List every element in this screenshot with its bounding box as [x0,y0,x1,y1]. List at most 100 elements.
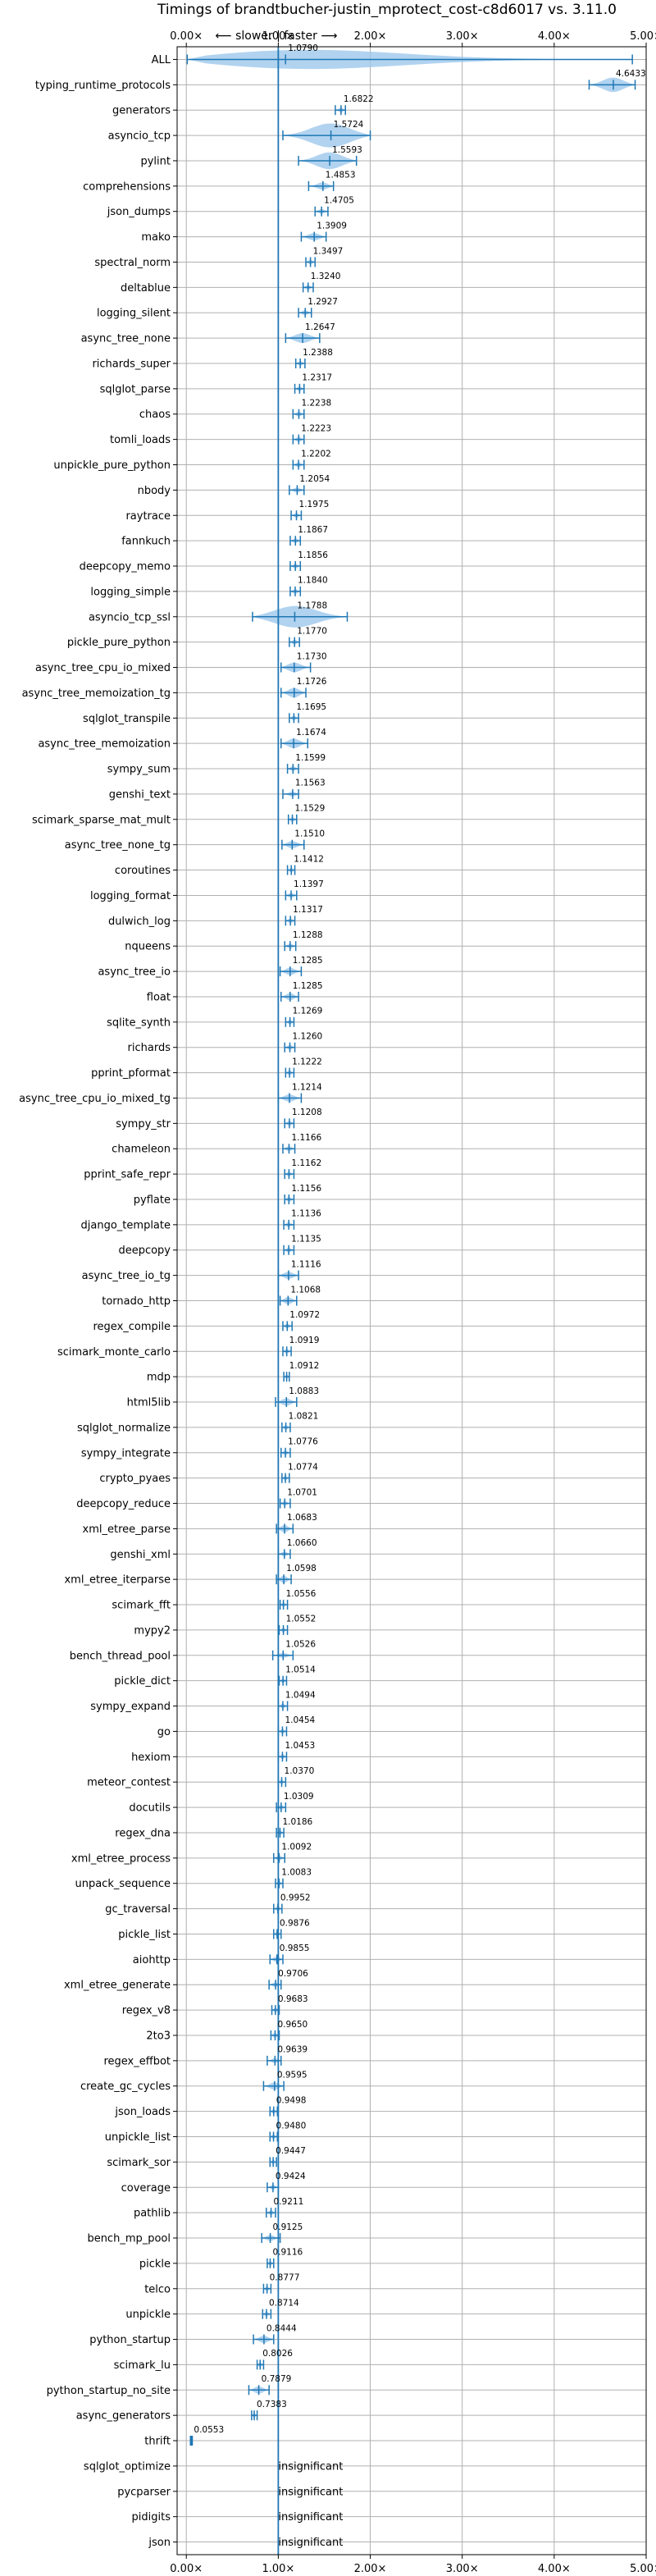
category-label: typing_runtime_protocols [35,80,171,92]
category-label: sqlglot_parse [100,383,171,395]
value-label: 1.5593 [332,145,362,155]
value-label: 1.1674 [296,728,326,738]
value-label: 1.0790 [288,43,318,53]
value-label: 1.2647 [305,322,335,332]
category-label: nqueens [125,941,171,953]
value-label: 1.1856 [298,550,328,560]
category-label: logging_silent [97,308,171,320]
value-label: 0.9650 [277,2020,308,2030]
category-label: async_generators [76,2410,171,2423]
category-label: mdp [147,1372,171,1384]
x-tick-label-top-0: 0.00× [170,30,203,43]
category-label: python_startup_no_site [47,2385,171,2397]
category-label: sqlglot_transpile [83,713,171,725]
value-label: 0.9498 [276,2095,307,2105]
category-label: asyncio_tcp_ssl [89,611,171,623]
category-label: json [148,2537,171,2549]
value-label: 1.0309 [284,1792,314,1802]
category-label: chameleon [112,1144,171,1156]
value-label: 1.1116 [291,1259,321,1269]
category-label: json_dumps [107,206,171,218]
value-label: 1.1412 [294,854,324,864]
value-label: 0.8777 [270,2273,300,2283]
category-label: hexiom [131,1752,171,1764]
category-label: async_tree_io_tg [82,1270,171,1282]
category-label: sqlite_synth [107,1016,171,1029]
category-label: unpickle_list [105,2131,171,2144]
value-label: 0.9595 [277,2071,308,2080]
category-label: pycparser [117,2486,171,2498]
category-label: richards_super [92,358,171,370]
value-label: 1.1975 [299,500,330,509]
category-label: pickle_list [118,1929,171,1941]
value-label: 1.1770 [297,626,327,636]
category-label: pprint_pformat [91,1067,171,1080]
insignificant-label: insignificant [278,2511,343,2523]
value-label: 1.0454 [285,1715,315,1725]
category-label: async_tree_io [98,966,171,979]
grid-lines [177,47,647,2555]
x-tick-label-bottom-2: 2.00× [354,2563,387,2575]
value-label: 1.0526 [285,1640,316,1650]
category-label: mako [141,231,171,244]
category-label: pickle_dict [114,1675,171,1688]
category-label: mypy2 [134,1624,171,1637]
category-label: dulwich_log [108,916,171,928]
value-label: 1.1563 [295,779,326,788]
value-labels: 1.0790 4.6433 1.6822 1.5724 1.5593 1.4853 1.47… [194,43,645,2549]
category-label: django_template [81,1219,171,1231]
value-label: 1.1840 [298,576,328,586]
value-label: 1.2927 [308,297,338,307]
category-label: xml_etree_process [71,1852,171,1865]
value-label: 0.7879 [262,2374,292,2384]
x-axis-top: 0.00× 1.00× 2.00× 3.00× 4.00× 5.00× [170,30,656,47]
category-label: comprehensions [83,180,171,193]
category-label: regex_v8 [122,2005,171,2017]
category-label: pickle [139,2258,171,2270]
value-label: 1.1156 [291,1184,321,1194]
category-labels: ALL typing_runtime_protocols generators asy… [19,54,177,2549]
category-label: sqlglot_optimize [84,2460,171,2473]
value-label: 0.9211 [274,2197,304,2207]
value-label: 0.9424 [276,2172,306,2181]
chart-subtitle: ⟵ slower | faster ⟶ [216,30,338,43]
x-tick-label-top-1: 1.00× [262,30,294,43]
value-label: 1.1788 [297,601,327,611]
value-label: 1.1135 [291,1235,321,1245]
category-label: bench_thread_pool [70,1650,171,1662]
interval-bars [186,54,636,2446]
value-label: 1.0453 [285,1741,315,1751]
category-label: sympy_expand [90,1701,171,1713]
category-label: sympy_str [116,1118,171,1130]
value-label: 1.1162 [291,1158,321,1168]
value-label: 0.9683 [278,1994,308,2004]
value-label: 1.1529 [295,804,326,814]
category-label: ALL [152,54,171,66]
value-label: 1.2223 [301,423,331,433]
x-tick-label-top-4: 4.00× [538,30,571,43]
value-label: 1.3497 [313,246,344,256]
value-label: 0.9116 [272,2248,303,2258]
violin-series [187,49,636,2443]
value-label: 0.9952 [280,1893,311,1902]
category-label: tomli_loads [110,434,171,446]
value-label: 0.7383 [257,2400,287,2409]
value-label: 1.2317 [302,373,332,383]
value-label: 0.9447 [276,2146,306,2156]
value-label: 1.1599 [295,753,326,763]
value-label: 1.0774 [288,1462,318,1472]
value-label: 1.1269 [293,1007,323,1016]
value-label: 1.0701 [287,1487,317,1497]
category-label: html5lib [127,1397,171,1409]
value-label: 1.0514 [285,1665,316,1674]
value-label: 1.0598 [286,1564,317,1573]
category-label: create_gc_cycles [80,2080,171,2093]
category-label: pylint [140,155,171,167]
x-tick-label-top-3: 3.00× [446,30,479,43]
category-label: json_loads [114,2106,171,2118]
category-label: deepcopy [118,1245,171,1257]
category-label: telco [144,2283,171,2295]
category-label: scimark_sor [107,2157,171,2169]
category-label: spectral_norm [94,257,171,269]
